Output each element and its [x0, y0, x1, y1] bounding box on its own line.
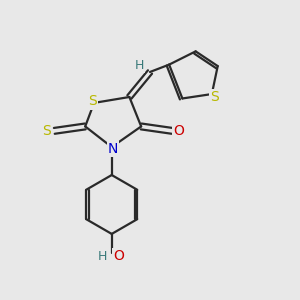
Text: H: H [98, 250, 107, 262]
Text: H: H [135, 59, 144, 72]
Text: N: N [108, 142, 119, 155]
Text: S: S [88, 94, 97, 108]
Text: O: O [173, 124, 184, 138]
Text: S: S [210, 90, 219, 104]
Text: S: S [42, 124, 50, 138]
Text: O: O [113, 249, 124, 263]
